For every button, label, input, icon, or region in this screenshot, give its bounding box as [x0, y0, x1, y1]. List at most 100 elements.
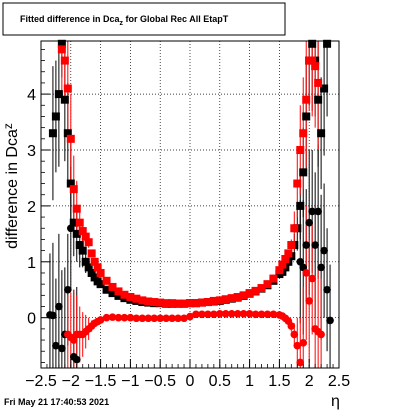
data-point-circle: [102, 313, 111, 322]
data-point-square: [57, 45, 66, 54]
x-tick-label: 1.5: [268, 373, 290, 390]
data-point-circle: [114, 313, 123, 322]
data-point-circle: [227, 309, 236, 318]
data-point-square: [180, 299, 189, 308]
y-tick-label: 1: [27, 255, 36, 272]
chart-title: Fitted difference in Dcaz for Global Rec…: [20, 14, 229, 27]
y-axis-label: difference in Dcaz: [1, 123, 21, 249]
data-point-square: [239, 291, 248, 300]
data-point-square: [54, 90, 63, 99]
data-point-square: [57, 39, 66, 48]
data-point-square: [102, 285, 111, 294]
data-point-circle: [204, 310, 212, 319]
data-point-circle: [210, 310, 218, 319]
data-point-circle: [314, 207, 322, 216]
data-point-square: [287, 241, 296, 250]
data-point-square: [66, 134, 75, 143]
data-point-square: [81, 232, 90, 241]
y-tick-label: 4: [27, 87, 36, 104]
data-point-square: [162, 299, 171, 308]
data-point-circle: [69, 336, 78, 344]
data-point-circle: [64, 285, 72, 294]
data-point-square: [126, 293, 135, 302]
y-axis-label-sub: z: [1, 123, 15, 129]
data-point-circle: [317, 263, 325, 272]
data-point-circle: [162, 314, 170, 323]
data-point-circle: [174, 314, 182, 323]
data-point-square: [197, 298, 206, 307]
data-point-square: [263, 280, 272, 289]
data-point-square: [87, 268, 96, 277]
data-point-circle: [311, 241, 319, 249]
data-point-square: [168, 299, 177, 308]
data-point-square: [269, 274, 278, 283]
data-point-circle: [239, 309, 248, 318]
data-point-square: [221, 295, 230, 304]
data-point-square: [69, 218, 78, 227]
data-point-square: [174, 299, 183, 308]
title-suffix: for Global Rec All EtapT: [123, 14, 229, 24]
data-point-square: [63, 84, 72, 93]
title-prefix: Fitted difference in Dca: [20, 14, 121, 24]
data-point-square: [281, 255, 290, 263]
x-tick-label: −1: [121, 373, 139, 390]
data-point-circle: [67, 224, 75, 233]
x-tick-label: −1.5: [85, 373, 117, 390]
data-point-square: [227, 294, 236, 303]
data-point-circle: [305, 218, 314, 227]
data-point-square: [314, 78, 323, 87]
data-point-circle: [296, 358, 305, 367]
data-point-square: [66, 179, 75, 188]
marker-layer: [46, 39, 334, 367]
title-box: [2, 2, 286, 36]
data-point-circle: [317, 330, 325, 339]
data-point-circle: [326, 316, 334, 325]
data-point-circle: [233, 309, 242, 318]
data-point-square: [308, 56, 317, 65]
data-point-square: [320, 84, 329, 93]
data-point-circle: [55, 302, 63, 311]
data-point-square: [114, 291, 123, 300]
data-point-circle: [96, 316, 105, 324]
data-point-square: [78, 246, 87, 255]
data-point-circle: [269, 310, 278, 319]
data-point-square: [90, 257, 99, 266]
data-point-square: [275, 266, 284, 275]
data-point-square: [138, 296, 147, 305]
data-point-square: [311, 62, 320, 71]
data-point-circle: [216, 309, 224, 318]
data-point-circle: [168, 314, 176, 323]
data-point-circle: [144, 314, 153, 323]
x-tick-label: −2: [62, 373, 80, 390]
data-point-square: [284, 249, 293, 258]
x-tick-label: 2: [305, 373, 314, 390]
data-point-circle: [263, 310, 272, 319]
data-point-square: [296, 201, 305, 210]
data-point-circle: [180, 314, 188, 323]
data-point-square: [114, 287, 123, 296]
data-point-circle: [308, 274, 316, 283]
data-point-circle: [299, 339, 308, 347]
data-point-square: [314, 95, 323, 104]
data-point-circle: [290, 330, 299, 339]
data-point-square: [203, 298, 212, 307]
data-point-square: [317, 129, 326, 138]
data-point-circle: [323, 285, 331, 294]
data-point-square: [233, 293, 242, 302]
data-point-square: [48, 129, 57, 138]
data-point-circle: [49, 311, 57, 320]
title-subscript: z: [120, 20, 124, 27]
data-point-circle: [198, 310, 206, 319]
data-point-circle: [302, 269, 311, 277]
data-point-square: [60, 95, 69, 104]
data-point-circle: [132, 314, 141, 323]
data-point-circle: [72, 355, 81, 364]
data-point-square: [215, 296, 224, 305]
data-point-circle: [251, 310, 260, 319]
data-point-square: [308, 39, 317, 48]
data-point-square: [191, 299, 200, 308]
data-point-circle: [320, 246, 328, 255]
data-point-square: [245, 289, 254, 298]
data-point-square: [150, 298, 159, 307]
data-point-square: [96, 280, 105, 289]
